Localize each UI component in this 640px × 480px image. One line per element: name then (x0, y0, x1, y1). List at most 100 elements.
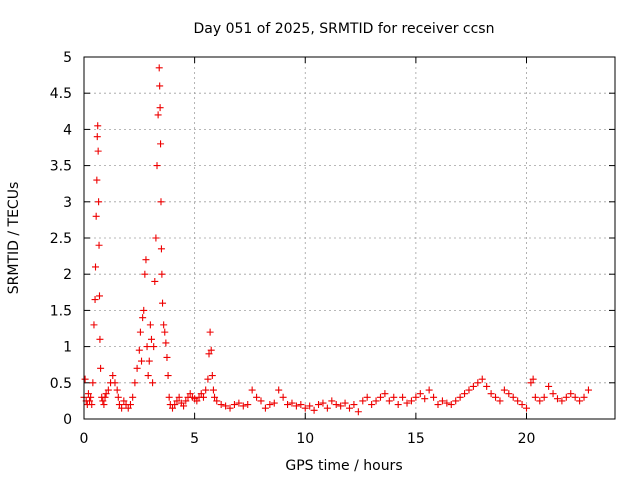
data-point (175, 393, 183, 401)
data-point (93, 176, 101, 184)
data-point (209, 386, 217, 394)
data-point (222, 402, 230, 410)
data-point (156, 104, 164, 112)
data-point (144, 372, 152, 380)
data-point (545, 382, 553, 390)
data-point (94, 122, 102, 130)
data-point (301, 404, 309, 412)
data-points (80, 64, 592, 416)
y-tick-label: 4 (63, 122, 72, 138)
data-point (279, 393, 287, 401)
data-point (115, 401, 123, 409)
data-point (197, 390, 205, 398)
data-point (94, 147, 102, 155)
data-point (487, 390, 495, 398)
data-point (315, 401, 323, 409)
data-point (182, 397, 190, 405)
data-point (97, 364, 105, 372)
data-point (514, 397, 522, 405)
data-point (469, 382, 477, 390)
data-point (171, 401, 179, 409)
data-point (136, 328, 144, 336)
data-point (180, 402, 188, 410)
y-tick-label: 0.5 (50, 376, 72, 392)
data-point (217, 401, 225, 409)
data-point (114, 393, 122, 401)
data-point (434, 401, 442, 409)
data-point (266, 401, 274, 409)
data-point (204, 375, 212, 383)
data-point (158, 270, 166, 278)
data-point (567, 390, 575, 398)
data-point (91, 296, 99, 304)
data-point (88, 401, 96, 409)
data-point (147, 335, 155, 343)
data-point (155, 64, 163, 72)
data-point (381, 390, 389, 398)
data-point (376, 393, 384, 401)
data-point (81, 375, 89, 383)
data-point (163, 353, 171, 361)
y-tick-label: 1 (63, 340, 72, 356)
data-point (84, 390, 92, 398)
x-tick-label: 20 (518, 431, 536, 447)
data-point (306, 402, 314, 410)
data-point (536, 397, 544, 405)
data-point (531, 393, 539, 401)
data-point (518, 401, 526, 409)
y-tick-label: 4.5 (50, 86, 72, 102)
data-point (235, 399, 243, 407)
data-point (549, 390, 557, 398)
data-point (150, 343, 158, 351)
data-point (430, 393, 438, 401)
y-tick-label: 0 (63, 412, 72, 428)
data-point (483, 382, 491, 390)
data-point (284, 401, 292, 409)
data-point (438, 397, 446, 405)
data-point (341, 399, 349, 407)
x-tick-label: 0 (80, 431, 89, 447)
data-point (95, 241, 103, 249)
data-point (162, 339, 170, 347)
data-point (129, 393, 137, 401)
data-point (297, 401, 305, 409)
data-point (465, 386, 473, 394)
data-point (359, 397, 367, 405)
data-point (157, 245, 165, 253)
data-point (92, 263, 100, 271)
data-point (323, 404, 331, 412)
data-point (126, 401, 134, 409)
data-point (580, 393, 588, 401)
data-point (157, 198, 165, 206)
data-point (403, 399, 411, 407)
data-point (584, 386, 592, 394)
data-point (143, 343, 151, 351)
y-tick-labels: 0 0.5 1 1.5 2 2.5 3 3.5 4 4.5 5 (50, 50, 72, 428)
y-tick-label: 3 (63, 195, 72, 211)
data-point (113, 386, 121, 394)
data-point (421, 395, 429, 403)
data-point (350, 401, 358, 409)
data-point (443, 399, 451, 407)
data-point (492, 393, 500, 401)
data-point (193, 397, 201, 405)
data-point (456, 393, 464, 401)
data-point (540, 393, 548, 401)
data-point (90, 321, 98, 329)
data-point (96, 335, 104, 343)
data-point (93, 133, 101, 141)
data-point (173, 397, 181, 405)
data-point (153, 162, 161, 170)
data-point (337, 402, 345, 410)
data-point (368, 401, 376, 409)
data-point (199, 393, 207, 401)
data-point (527, 379, 535, 387)
data-point (141, 270, 149, 278)
data-point (206, 328, 214, 336)
data-point (394, 401, 402, 409)
data-point (138, 357, 146, 365)
data-point (230, 401, 238, 409)
data-point (145, 357, 153, 365)
y-tick-label: 5 (63, 50, 72, 66)
